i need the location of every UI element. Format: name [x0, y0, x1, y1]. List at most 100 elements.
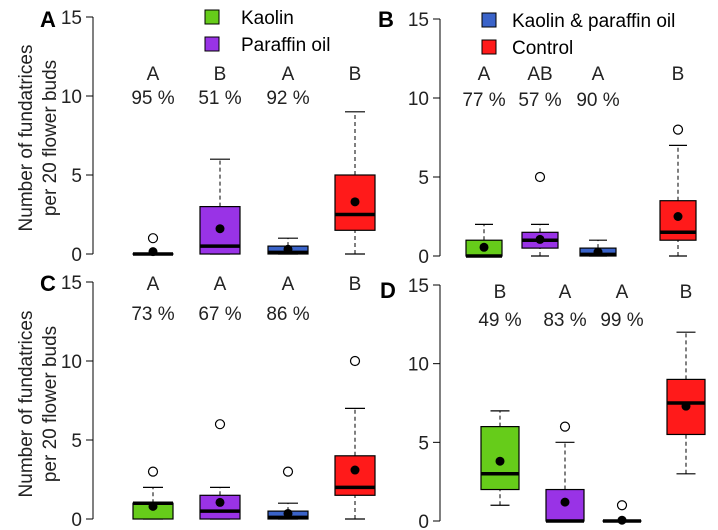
significance-letter: A — [282, 64, 295, 85]
efficacy-percent: 57 % — [518, 90, 561, 111]
legend-swatch-paraffin-oil — [204, 36, 220, 52]
legend-item-paraffin-oil: Paraffin oil — [204, 35, 330, 56]
panel-letter-a: A — [40, 7, 56, 32]
ylabel-line-1: Number of fundatrices — [16, 45, 37, 232]
outlier-point — [616, 500, 628, 511]
y-tick-label: 5 — [418, 433, 429, 454]
mean-point — [283, 508, 293, 518]
panel-letter-b: B — [378, 7, 394, 32]
legend-label-kaolin: Kaolin — [241, 8, 294, 29]
box-2: A 83 % — [543, 282, 587, 523]
y-tick-label: 0 — [418, 512, 429, 530]
significance-letter: A — [214, 274, 227, 295]
outlier-point — [534, 171, 546, 183]
y-tick-label: 10 — [61, 352, 82, 373]
significance-letter: B — [680, 282, 693, 303]
box-2: AB 57 % — [518, 64, 562, 257]
box-3: A 90 % — [576, 64, 620, 257]
legend-item-kaolin: Kaolin — [204, 8, 294, 29]
legend-label-control: Control — [512, 38, 573, 59]
mean-point — [617, 515, 627, 525]
y-tick-label: 10 — [408, 355, 429, 376]
box-2: B 51 % — [198, 64, 242, 255]
y-tick-label: 15 — [61, 8, 82, 29]
mean-point — [681, 401, 691, 411]
significance-letter: B — [494, 282, 507, 303]
significance-letter: B — [672, 64, 685, 85]
panel-d-boxplot: 0 5 10 15 B 49 % A 83 % A 99 % B — [408, 276, 706, 530]
efficacy-percent: 95 % — [131, 88, 174, 109]
y-tick-label: 15 — [408, 276, 429, 297]
box-1: A 77 % — [462, 64, 506, 258]
significance-letter: A — [478, 64, 491, 85]
significance-letter: B — [214, 64, 227, 85]
box-3: A 99 % — [600, 282, 644, 525]
outlier-point — [282, 466, 294, 477]
y-tick-label: 15 — [61, 273, 82, 294]
legend-label-paraffin-oil: Paraffin oil — [241, 35, 330, 56]
legend-label-kaolin-paraffin-oil: Kaolin & paraffin oil — [512, 11, 675, 32]
ylabel-bottom: Number of fundatrices per 20 flower buds — [16, 311, 61, 498]
significance-letter: A — [147, 64, 160, 85]
mean-point — [350, 465, 360, 475]
y-tick-label: 0 — [418, 247, 429, 268]
mean-point — [215, 497, 225, 507]
box-1: A 73 % — [131, 274, 175, 520]
panel-c-boxplot: 0 5 10 15 A 73 % A 67 % A 86 % B — [61, 273, 376, 530]
legend-item-kaolin-paraffin-oil: Kaolin & paraffin oil — [481, 11, 675, 32]
box-3: A 86 % — [266, 274, 310, 520]
efficacy-percent: 73 % — [131, 304, 174, 325]
efficacy-percent: 51 % — [198, 88, 241, 109]
outlier-point — [559, 421, 571, 432]
ylabel-line-2: per 20 flower buds — [40, 60, 61, 216]
outlier-point — [147, 466, 159, 477]
mean-point — [283, 244, 293, 254]
box-1: B 49 % — [478, 282, 522, 506]
box-4: B — [666, 282, 706, 475]
efficacy-percent: 86 % — [266, 304, 309, 325]
mean-point — [560, 497, 570, 507]
efficacy-percent: 83 % — [543, 310, 586, 331]
legend-swatch-kaolin-paraffin-oil — [481, 12, 497, 28]
outlier-point — [672, 124, 684, 135]
panel-a-boxplot: 0 5 10 15 A 95 % B 51 % A 92 % B — [61, 8, 376, 266]
efficacy-percent: 99 % — [600, 310, 643, 331]
y-tick-label: 5 — [71, 166, 82, 187]
significance-letter: A — [592, 64, 605, 85]
ylabel-top: Number of fundatrices per 20 flower buds — [16, 45, 61, 232]
efficacy-percent: 67 % — [198, 304, 241, 325]
box-iqr — [334, 455, 376, 496]
mean-point — [148, 247, 158, 257]
outlier-point — [349, 355, 361, 367]
box-1: A 95 % — [131, 64, 175, 257]
y-tick-label: 10 — [408, 89, 429, 110]
y-tick-label: 5 — [71, 431, 82, 452]
mean-point — [593, 247, 603, 257]
mean-point — [673, 212, 683, 221]
mean-point — [495, 456, 505, 466]
ylabel-line-1: Number of fundatrices — [16, 311, 37, 498]
outlier-point — [147, 233, 159, 244]
y-tick-label: 15 — [408, 10, 429, 31]
box-3: A 92 % — [266, 64, 310, 255]
significance-letter: A — [559, 282, 572, 303]
panel-letter-d: D — [380, 278, 396, 303]
efficacy-percent: 92 % — [266, 88, 309, 109]
efficacy-percent: 90 % — [576, 90, 619, 111]
ylabel-line-2: per 20 flower buds — [40, 326, 61, 482]
panel-b-boxplot: 0 5 10 15 A 77 % AB 57 % A 90 % B — [408, 10, 697, 268]
box-iqr — [199, 494, 241, 520]
significance-letter: A — [616, 282, 629, 303]
mean-point — [215, 224, 225, 234]
legend-item-control: Control — [481, 38, 573, 59]
efficacy-percent: 49 % — [478, 310, 521, 331]
mean-point — [148, 501, 158, 511]
significance-letter: A — [147, 274, 160, 295]
mean-point — [535, 234, 545, 244]
legend: Kaolin Paraffin oil Kaolin & paraffin oi… — [204, 8, 675, 59]
legend-swatch-kaolin — [204, 9, 220, 25]
efficacy-percent: 77 % — [462, 90, 505, 111]
y-tick-label: 0 — [71, 245, 82, 266]
y-tick-label: 10 — [61, 87, 82, 108]
